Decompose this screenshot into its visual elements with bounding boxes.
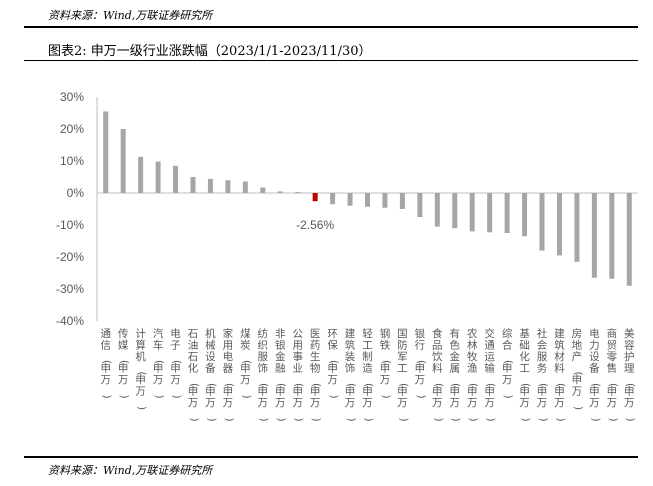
bar-18 — [417, 193, 423, 217]
source-note-bottom: 资料来源：Wind,万联证券研究所 — [48, 464, 213, 477]
category-label-7: 家用电器(申万) — [223, 327, 235, 422]
category-label-12: 医药生物(申万) — [310, 328, 322, 422]
y-tick-label: -30% — [56, 282, 84, 296]
bar-25 — [539, 193, 545, 251]
y-tick-label: -20% — [56, 250, 84, 264]
bar-21 — [469, 193, 475, 232]
category-label-9: 纺织服饰(申万) — [258, 327, 270, 422]
category-label-3: 汽车(申万) — [153, 327, 165, 399]
category-label-15: 轻工制造(申万) — [362, 327, 374, 422]
bar-26 — [556, 193, 562, 256]
title-rule — [24, 60, 638, 61]
category-label-14: 建筑装饰(申万) — [345, 327, 357, 422]
bar-15 — [365, 193, 370, 207]
category-label-23: 综合(申万) — [502, 327, 514, 399]
bar-24 — [522, 193, 528, 237]
bar-0 — [103, 111, 109, 193]
chart-title: 图表2: 申万一级行业涨跌幅（2023/1/1-2023/11/30） — [48, 44, 372, 59]
bar-29 — [609, 193, 615, 279]
y-tick-label: 20% — [60, 122, 84, 136]
bar-27 — [574, 193, 580, 262]
bar-30 — [626, 193, 632, 286]
category-label-27: 房地产(申万) — [572, 327, 584, 410]
category-label-8: 煤炭(申万) — [240, 327, 252, 399]
y-tick-label: -40% — [56, 314, 84, 328]
bar-23 — [504, 193, 510, 233]
bar-19 — [434, 193, 440, 227]
category-label-4: 电子(申万) — [170, 327, 182, 399]
y-tick-label: 10% — [60, 154, 84, 168]
bar-5 — [190, 177, 196, 193]
category-label-2: 计算机(申万) — [135, 327, 147, 410]
category-label-21: 农林牧渔(申万) — [467, 327, 479, 422]
category-label-22: 交通运输(申万) — [484, 327, 496, 422]
category-label-30: 美容护理(申万) — [624, 327, 636, 422]
category-label-26: 建筑材料(申万) — [554, 327, 566, 422]
bar-1 — [120, 129, 126, 193]
bar-16 — [382, 193, 388, 208]
bar-14 — [347, 193, 353, 206]
bar-3 — [155, 161, 161, 193]
bar-9 — [260, 187, 266, 193]
y-tick-label: -10% — [56, 218, 84, 232]
bottom-rule — [24, 456, 638, 458]
bar-7 — [225, 180, 231, 193]
y-tick-label: 0% — [67, 186, 85, 200]
category-label-29: 商贸零售(申万) — [607, 327, 619, 422]
category-label-25: 社会服务(申万) — [537, 327, 549, 422]
category-label-11: 公用事业(申万) — [292, 328, 304, 422]
bar-10 — [277, 191, 283, 193]
category-label-10: 非银金融(申万) — [275, 328, 287, 422]
y-tick-label: 30% — [60, 90, 84, 104]
category-label-1: 传媒(申万) — [118, 328, 130, 399]
category-label-24: 基础化工(申万) — [519, 327, 531, 422]
bar-6 — [207, 178, 213, 193]
bar-28 — [591, 193, 597, 278]
category-label-19: 食品饮料(申万) — [432, 327, 444, 422]
category-label-0: 通信(申万) — [100, 328, 112, 399]
category-label-17: 国防军工(申万) — [397, 328, 409, 422]
category-label-16: 钢铁(申万) — [380, 327, 392, 399]
category-label-28: 电力设备(申万) — [589, 327, 601, 422]
bar-17 — [399, 193, 405, 209]
bar-20 — [452, 193, 458, 229]
bar-22 — [487, 193, 493, 233]
category-label-6: 机械设备(申万) — [205, 327, 217, 422]
category-label-18: 银行(申万) — [415, 327, 427, 399]
source-note-top: 资料来源：Wind,万联证券研究所 — [48, 9, 213, 22]
category-label-20: 有色金属(申万) — [450, 327, 462, 422]
bar-2 — [138, 156, 144, 193]
data-label: -2.56% — [296, 218, 334, 232]
category-label-5: 石油石化(申万) — [188, 328, 200, 422]
bar-4 — [173, 165, 179, 193]
bar-11 — [295, 192, 301, 193]
bar-13 — [330, 193, 336, 205]
top-rule — [24, 26, 638, 28]
category-label-13: 环保(申万) — [327, 328, 339, 399]
bar-12 — [312, 193, 318, 202]
bar-8 — [242, 181, 248, 193]
